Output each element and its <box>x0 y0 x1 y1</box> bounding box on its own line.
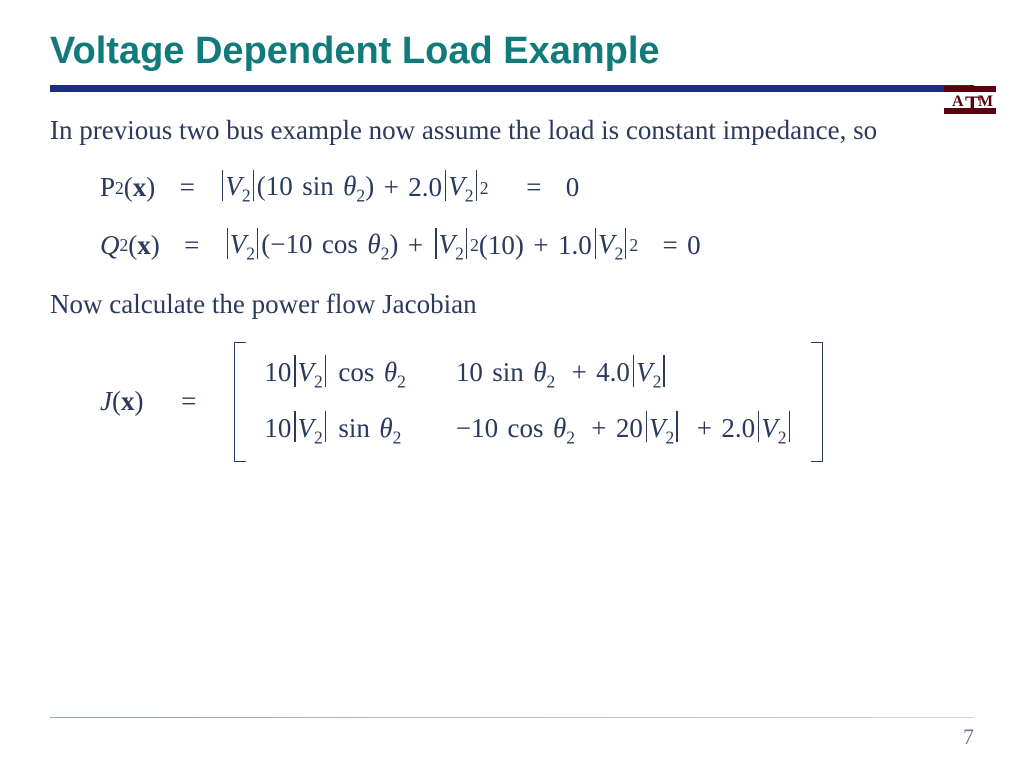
footer-rule <box>50 717 974 718</box>
q-paren: (x) <box>128 227 160 265</box>
equation-jacobian: J (x) = 10V2cosθ2 10sinθ2 +4.0V2 10V2sin… <box>100 342 974 462</box>
intro-text: In previous two bus example now assume t… <box>50 110 974 152</box>
j-paren: (x) <box>112 383 144 421</box>
q-rhs: 0 <box>687 227 701 265</box>
p-sub: 2 <box>115 176 124 201</box>
abs-v2-3: V2 <box>224 226 262 266</box>
logo-a-text: A <box>952 93 964 110</box>
abs-v2-5: V2 <box>592 226 630 266</box>
j-cell-22: −10cosθ2 +20V2 +2.0V2 <box>456 410 793 450</box>
slide: Voltage Dependent Load Example A T M In … <box>0 0 1024 768</box>
equation-q2: Q2 (x) = V2 (−10cosθ2) + V22 (10) + 1.0 … <box>100 226 974 266</box>
j-cell-21: 10V2sinθ2 <box>264 410 406 450</box>
q-term2: (10) <box>479 227 524 265</box>
abs-v2-1: V2 <box>219 168 257 208</box>
jacobian-matrix: 10V2cosθ2 10sinθ2 +4.0V2 10V2sinθ2 −10co… <box>234 342 822 462</box>
p-symbol: P <box>100 169 115 207</box>
p-paren: (x) <box>124 169 156 207</box>
slide-title: Voltage Dependent Load Example <box>50 30 974 73</box>
p-term2-coef: 2.0 <box>408 169 442 207</box>
p-rhs: 0 <box>566 169 580 207</box>
title-rule <box>50 85 974 92</box>
q-sub: 2 <box>120 233 129 258</box>
atm-logo: A T M <box>944 80 996 120</box>
abs-v2-2: V2 <box>442 168 480 208</box>
jacobian-text: Now calculate the power flow Jacobian <box>50 284 974 326</box>
bracket-left <box>234 342 246 462</box>
q-symbol: Q <box>100 227 120 265</box>
bracket-right <box>811 342 823 462</box>
q-term3-coef: 1.0 <box>558 227 592 265</box>
p-term1: (10sinθ2) <box>257 168 374 208</box>
equation-p2: P2 (x) = V2 (10sinθ2) + 2.0 V22 = 0 Q2 (… <box>100 168 974 266</box>
q-term1: (−10cosθ2) <box>261 226 398 266</box>
j-symbol: J <box>100 383 112 421</box>
j-cell-11: 10V2cosθ2 <box>264 354 406 394</box>
page-number: 7 <box>963 724 974 750</box>
abs-v2-4: V2 <box>432 226 470 266</box>
logo-m-text: M <box>978 93 993 110</box>
j-cell-12: 10sinθ2 +4.0V2 <box>456 354 793 394</box>
